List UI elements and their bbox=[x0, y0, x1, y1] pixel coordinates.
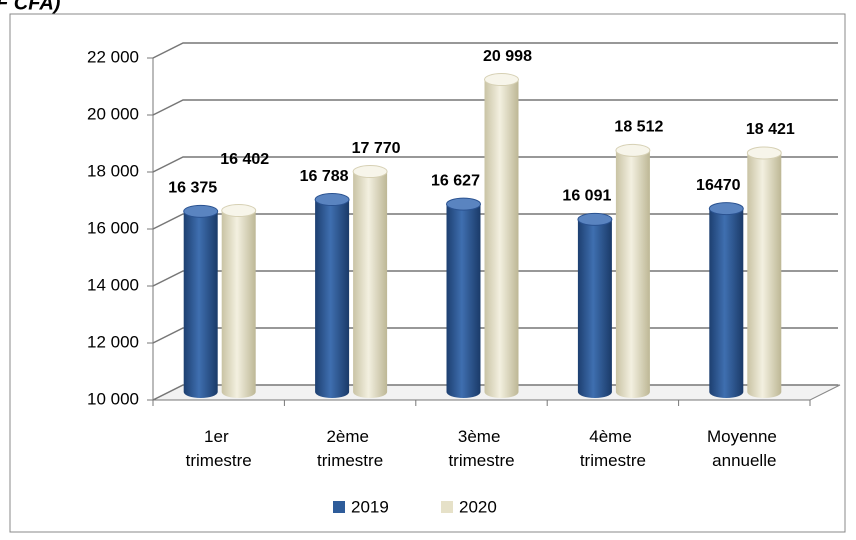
y-tick-label: 10 000 bbox=[87, 389, 139, 408]
grid-line bbox=[152, 42, 838, 59]
y-tick-label: 20 000 bbox=[87, 104, 139, 123]
bar-body bbox=[615, 150, 650, 398]
x-tick-line: 1er bbox=[204, 427, 233, 446]
bar bbox=[615, 143, 651, 398]
y-tick-label: 16 000 bbox=[87, 218, 139, 237]
bar-top bbox=[446, 197, 481, 211]
y-tick-label: 12 000 bbox=[87, 332, 139, 351]
bar-top bbox=[615, 143, 651, 157]
grid-line bbox=[152, 99, 838, 116]
x-tick-label: 1er trimestre bbox=[186, 427, 252, 470]
x-tick-line: trimestre bbox=[186, 451, 252, 470]
bar-body bbox=[183, 211, 218, 398]
chart-title: F CFA) bbox=[0, 0, 61, 14]
data-label: 20 998 bbox=[483, 48, 532, 65]
bar bbox=[314, 193, 350, 398]
x-tick-label: Moyenne annuelle bbox=[707, 427, 782, 470]
x-tick-line: 4ème bbox=[589, 427, 636, 446]
legend-swatch bbox=[333, 501, 345, 513]
x-tick-label: 4ème trimestre bbox=[580, 427, 646, 470]
y-tick-label: 14 000 bbox=[87, 275, 139, 294]
data-label: 18 421 bbox=[746, 121, 795, 138]
bar-body bbox=[577, 219, 612, 398]
bar-body bbox=[747, 153, 782, 398]
bar-top bbox=[577, 212, 613, 226]
x-tick-label: 3ème trimestre bbox=[448, 427, 514, 470]
x-tick-line: 2ème bbox=[326, 427, 373, 446]
bar-top bbox=[221, 204, 257, 218]
data-label: 16 788 bbox=[300, 168, 349, 185]
data-label: 16 402 bbox=[220, 151, 269, 168]
bar-top bbox=[183, 204, 219, 218]
bar-body bbox=[353, 171, 388, 398]
bar-top bbox=[746, 146, 782, 160]
x-tick-label: 2ème trimestre bbox=[317, 427, 383, 470]
x-tick-line: trimestre bbox=[580, 451, 646, 470]
bar-body bbox=[221, 210, 256, 398]
legend-swatch bbox=[441, 501, 453, 513]
bar bbox=[746, 146, 782, 398]
bar-top bbox=[484, 73, 519, 87]
bar bbox=[484, 73, 519, 398]
bar bbox=[446, 197, 481, 398]
x-tick-line: Moyenne bbox=[707, 427, 782, 446]
data-label: 16 627 bbox=[431, 172, 480, 189]
legend-label: 2020 bbox=[459, 497, 497, 516]
bar-body bbox=[709, 208, 744, 398]
x-tick-line: trimestre bbox=[448, 451, 514, 470]
bar bbox=[183, 204, 219, 398]
bar-body bbox=[446, 204, 481, 398]
bar bbox=[352, 165, 388, 398]
bar-body bbox=[484, 79, 519, 398]
data-label: 16 375 bbox=[168, 180, 217, 197]
bar bbox=[708, 202, 744, 398]
y-tick-label: 22 000 bbox=[87, 47, 139, 66]
bar-top bbox=[708, 202, 744, 216]
y-tick-label: 18 000 bbox=[87, 161, 139, 180]
bar-top bbox=[314, 193, 350, 207]
bar bbox=[221, 204, 257, 398]
data-label: 16470 bbox=[696, 177, 741, 194]
bar-body bbox=[315, 199, 350, 398]
legend-label: 2019 bbox=[351, 497, 389, 516]
data-label: 17 770 bbox=[352, 140, 401, 157]
data-label: 18 512 bbox=[614, 119, 663, 136]
x-tick-line: trimestre bbox=[317, 451, 383, 470]
bar bbox=[577, 212, 613, 398]
x-tick-line: 3ème bbox=[458, 427, 505, 446]
data-label: 16 091 bbox=[562, 188, 611, 205]
bar-top bbox=[352, 165, 388, 179]
x-tick-line: annuelle bbox=[712, 451, 776, 470]
